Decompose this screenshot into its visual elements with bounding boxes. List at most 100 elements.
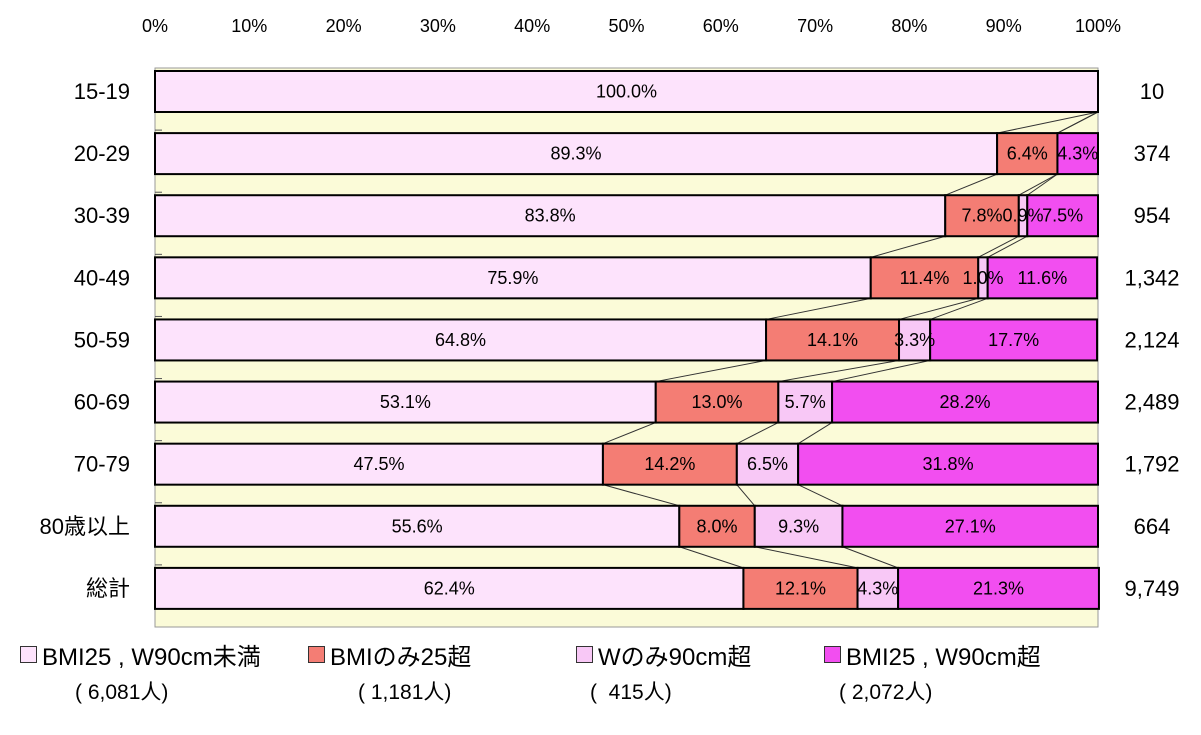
legend-count-series-4: ( 2,072人)	[839, 681, 933, 704]
bar-data-label: 4.3%	[1057, 144, 1098, 164]
category-label: 15-19	[74, 79, 130, 104]
legend-item-series-1: BMI25 , W90cm未満 ( 6,081人)	[20, 636, 261, 704]
bar-data-label: 11.4%	[900, 268, 950, 288]
bar-data-label: 1.0%	[962, 268, 1003, 288]
x-tick-label: 80%	[891, 16, 927, 36]
bar-data-label: 6.5%	[747, 454, 788, 474]
bar-data-label: 5.7%	[785, 392, 826, 412]
bar-data-label: 47.5%	[353, 454, 404, 474]
x-tick-label: 50%	[608, 16, 644, 36]
x-tick-label: 60%	[703, 16, 739, 36]
legend-swatch-series-3	[576, 645, 593, 663]
category-label: 総計	[86, 576, 130, 601]
x-tick-label: 30%	[420, 16, 456, 36]
bar-segment	[678, 504, 756, 548]
bar-segment	[869, 256, 980, 300]
legend: BMI25 , W90cm未満 ( 6,081人) BMIのみ25超 ( 1,1…	[0, 636, 1201, 735]
legend-count-series-3: ( 415人)	[590, 681, 672, 704]
row-total-label: 10	[1140, 79, 1164, 104]
bar-segment	[841, 504, 1100, 548]
row-total-label: 1,342	[1124, 265, 1179, 290]
bar-data-label: 14.1%	[807, 330, 858, 350]
series-connector-line	[778, 359, 900, 383]
legend-swatch-series-2	[308, 645, 325, 663]
bar-data-label: 27.1%	[945, 516, 996, 536]
legend-count-series-2: ( 1,181人)	[358, 681, 452, 704]
bar-data-label: 13.0%	[692, 392, 743, 412]
x-tick-label: 20%	[326, 16, 362, 36]
legend-swatch-series-1	[20, 645, 37, 663]
bar-data-label: 31.8%	[923, 454, 974, 474]
row-total-label: 1,792	[1124, 452, 1179, 477]
x-tick-label: 100%	[1075, 16, 1121, 36]
category-label: 80歳以上	[40, 514, 130, 539]
bar-data-label: 6.4%	[1007, 144, 1048, 164]
category-label: 70-79	[74, 452, 130, 477]
bar-data-label: 64.8%	[435, 330, 486, 350]
legend-item-series-3: Wのみ90cm超 ( 415人)	[576, 636, 752, 704]
x-tick-label: 90%	[986, 16, 1022, 36]
series-connector-line	[602, 484, 680, 507]
bar-segment	[986, 256, 1099, 300]
bar-data-label: 21.3%	[973, 578, 1024, 598]
legend-item-series-4: BMI25 , W90cm超 ( 2,072人)	[824, 636, 1041, 704]
bar-segment	[1026, 194, 1100, 238]
series-connector-line	[736, 422, 779, 445]
series-connector-line	[987, 235, 1028, 258]
row-total-label: 2,489	[1124, 390, 1179, 415]
bar-segment	[154, 318, 768, 362]
series-connector-line	[842, 546, 899, 569]
series-connector-line	[655, 359, 767, 383]
bar-data-label: 62.4%	[424, 578, 475, 598]
legend-count-series-1: ( 6,081人)	[75, 681, 169, 704]
category-label: 60-69	[74, 390, 130, 415]
legend-swatch-series-4	[824, 645, 841, 663]
bar-data-label: 11.6%	[1018, 268, 1068, 288]
bar-data-label: 7.5%	[1042, 206, 1083, 226]
x-tick-label: 70%	[797, 16, 833, 36]
bar-segment	[742, 566, 859, 610]
series-connector-line	[870, 235, 946, 258]
legend-label-series-3: Wのみ90cm超	[598, 643, 752, 671]
legend-item-series-2: BMIのみ25超 ( 1,181人)	[308, 636, 471, 704]
bar-data-label: 55.6%	[392, 516, 443, 536]
bar-segment	[154, 442, 604, 486]
category-label: 30-39	[74, 203, 130, 228]
series-connector-line	[831, 359, 931, 383]
row-total-label: 9,749	[1124, 576, 1179, 601]
bar-segment	[929, 318, 1099, 362]
x-tick-label: 40%	[514, 16, 550, 36]
bar-segment	[154, 380, 657, 424]
series-connector-line	[679, 546, 744, 569]
bar-segment	[154, 70, 1099, 113]
category-label: 40-49	[74, 265, 130, 290]
series-connector-line	[978, 235, 1020, 258]
bar-segment	[154, 256, 872, 300]
chart-svg: 0% 10% 20% 30% 40% 50% 60% 70% 80% 90% 100% 100.0% 1…	[40, 16, 1180, 628]
bar-segment	[154, 132, 999, 176]
bar-segment	[944, 194, 1020, 238]
row-total-label: 374	[1134, 141, 1171, 166]
series-connector-line	[1057, 111, 1099, 134]
legend-label-series-4: BMI25 , W90cm超	[846, 643, 1041, 671]
bar-segment	[765, 318, 901, 362]
series-connector-line	[754, 546, 858, 569]
x-tick-label: 10%	[231, 16, 267, 36]
series-connector-line	[1018, 173, 1058, 196]
series-connector-line	[736, 484, 756, 507]
bar-data-label: 0.9%	[1003, 206, 1044, 226]
bar-data-label: 83.8%	[525, 206, 576, 226]
bar-data-label: 3.3%	[894, 330, 935, 350]
row-total-label: 664	[1134, 514, 1171, 539]
row-total-label: 2,124	[1124, 327, 1179, 352]
bar-data-label: 8.0%	[697, 516, 738, 536]
series-connector-line	[898, 297, 979, 320]
bar-segment	[735, 442, 800, 486]
bar-segment	[601, 442, 738, 486]
bar-segment	[897, 566, 1100, 610]
bar-segment	[154, 194, 947, 238]
series-connector-line	[765, 297, 871, 320]
bar-data-label: 28.2%	[940, 392, 991, 412]
bar-segment	[654, 380, 780, 424]
